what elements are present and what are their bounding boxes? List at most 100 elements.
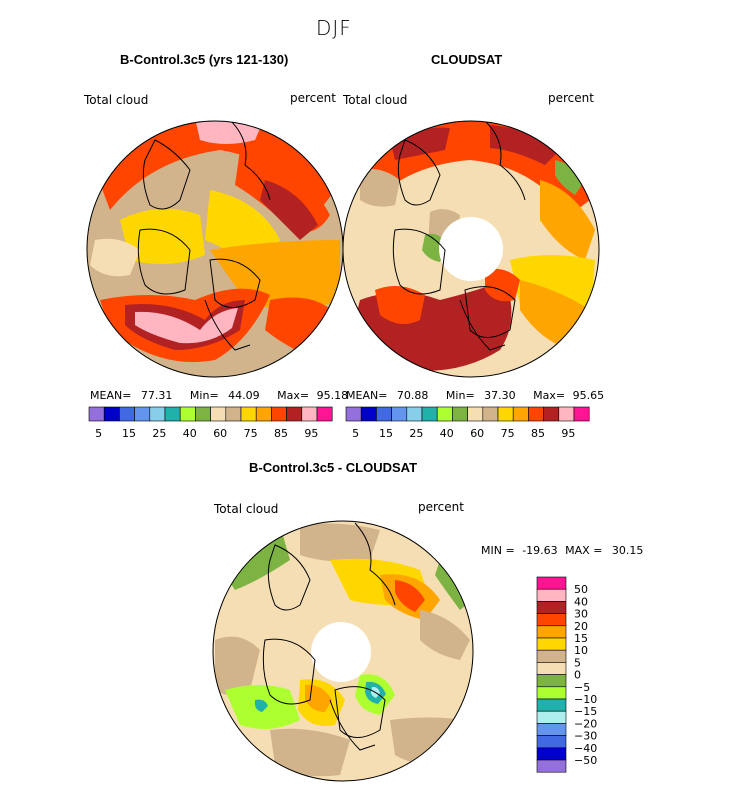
panel1-mean-value: 77.31: [140, 389, 173, 402]
panel1-min-value: 44.09: [228, 389, 260, 402]
panel3-colorbar-tick-11: −20: [574, 717, 597, 730]
panel3-colorbar-tick-7: 0: [574, 669, 581, 682]
panel3-colorbar-color-15: [536, 759, 567, 773]
panel1-colorbar-tick-7: 95: [304, 427, 318, 440]
panel2-colorbar-color-1: [360, 406, 377, 422]
panel3-colorbar-tick-9: −10: [574, 693, 597, 706]
panel2-min-value: 37.30: [484, 389, 516, 402]
diff-max-value: 30.15: [611, 544, 644, 557]
panel2-colorbar-color-11: [512, 406, 529, 422]
panel3-colorbar-color-2: [536, 601, 567, 614]
panel3-variable-label: Total cloud: [214, 502, 279, 516]
panel3-colorbar-tick-12: −30: [574, 730, 597, 743]
panel1-units-label: percent: [290, 91, 336, 105]
panel3-colorbar-color-8: [536, 674, 567, 688]
panel2-colorbar-tick-5: 75: [501, 427, 515, 440]
panel3-colorbar-color-7: [536, 662, 567, 675]
panel2-colorbar-color-6: [436, 406, 453, 422]
panel3-colorbar-color-14: [536, 747, 567, 761]
panel3-colorbar-tick-1: 40: [574, 595, 588, 608]
panel2-colorbar-tick-0: 5: [352, 427, 359, 440]
colorbars: 5 15 25 40 60 75 85 95 5 15 25 40 60 75 85 955040302015…: [88, 406, 597, 773]
panel1-colorbar-color-8: [210, 406, 227, 422]
panel1-title: B-Control.3c5 (yrs 121-130): [120, 52, 289, 67]
panel1-colorbar-color-15: [316, 406, 333, 422]
panel3-colorbar-color-9: [536, 686, 567, 700]
panel1-stats: MEAN= 77.31 Min= 44.09 Max= 95.18: [90, 389, 348, 402]
diff-min-label: MIN =: [481, 544, 515, 557]
panel1-colorbar-color-6: [179, 406, 196, 422]
panel2-colorbar-tick-1: 15: [379, 427, 393, 440]
panel1-colorbar-tick-1: 15: [122, 427, 136, 440]
panel2-min-label: Min=: [445, 389, 475, 402]
diff-stats: MIN = -19.63 MAX = 30.15: [481, 544, 643, 557]
panel1-colorbar-color-0: [88, 406, 105, 422]
panel1-colorbar-tick-0: 5: [95, 427, 102, 440]
panel2-max-label: Max=: [533, 389, 566, 402]
season-title: DJF: [316, 16, 352, 40]
panel3-colorbar-tick-3: 20: [574, 620, 588, 633]
panel1-colorbar-color-3: [134, 406, 151, 422]
panel2-colorbar-color-13: [543, 406, 560, 422]
panel2-map: [343, 121, 599, 377]
panel2-max-value: 95.65: [572, 389, 605, 402]
panel1-max-label: Max=: [277, 389, 310, 402]
panel3-colorbar-tick-8: −5: [574, 681, 590, 694]
panel2-colorbar-color-9: [482, 406, 499, 422]
panel1-colorbar-tick-4: 60: [213, 427, 227, 440]
panel3-colorbar-tick-13: −40: [574, 742, 597, 755]
panel2-stats: MEAN= 70.88 Min= 37.30 Max= 95.65: [346, 389, 604, 402]
diff-max-label: MAX =: [565, 544, 603, 557]
panel3-colorbar-tick-2: 30: [574, 608, 588, 621]
panel3-map-border: [212, 520, 474, 782]
panel2-colorbar-color-14: [558, 406, 575, 422]
panel3-colorbar-color-6: [536, 649, 567, 663]
panel1-colorbar-color-13: [286, 406, 303, 422]
panel1-colorbar-color-9: [225, 406, 242, 422]
panel1-mean-label: MEAN=: [90, 389, 132, 402]
panel1-variable-label: Total cloud: [84, 93, 149, 107]
panel2-colorbar-tick-2: 25: [409, 427, 423, 440]
panel2-mean-value: 70.88: [396, 389, 429, 402]
panel2-colorbar-tick-6: 85: [531, 427, 545, 440]
panel2-variable-label: Total cloud: [343, 93, 408, 107]
panel2-colorbar-tick-3: 40: [440, 427, 454, 440]
panel3-colorbar-color-1: [536, 588, 567, 602]
panel1-max-value: 95.18: [316, 389, 349, 402]
panel3-colorbar-tick-14: −50: [574, 754, 597, 767]
panel1-colorbar-tick-2: 25: [152, 427, 166, 440]
panel2-colorbar-color-2: [376, 406, 392, 422]
panel2-colorbar-color-10: [497, 406, 514, 422]
panel3-colorbar-color-11: [536, 710, 567, 724]
panel2-map-border: [342, 120, 600, 378]
panel1-colorbar-tick-3: 40: [183, 427, 197, 440]
panel1-colorbar-color-4: [149, 406, 166, 422]
panel2-colorbar-color-7: [452, 406, 468, 422]
panel3-colorbar-color-12: [536, 723, 567, 736]
panel1-colorbar-color-2: [119, 406, 135, 422]
panel1-colorbar-color-12: [271, 406, 287, 422]
panel1-colorbar-tick-6: 85: [274, 427, 288, 440]
panel1-min-label: Min=: [189, 389, 219, 402]
panel1-map: [87, 121, 343, 377]
panel1-colorbar-color-7: [195, 406, 211, 422]
panel2-colorbar-color-3: [391, 406, 408, 422]
panel3-colorbar-color-0: [536, 576, 567, 590]
panel2-colorbar-color-0: [345, 406, 362, 422]
diff-min-value: -19.63: [522, 544, 558, 557]
panel2-colorbar-color-5: [421, 406, 438, 422]
panel3-colorbar-tick-5: 10: [574, 644, 588, 657]
panel1-colorbar-color-10: [240, 406, 257, 422]
panel3-colorbar-tick-6: 5: [574, 656, 581, 669]
panel2-colorbar-color-15: [573, 406, 590, 422]
panel1-colorbar-color-5: [164, 406, 181, 422]
panel1-colorbar-color-11: [255, 406, 272, 422]
panel2-title: CLOUDSAT: [431, 52, 503, 67]
panel3-title: B-Control.3c5 - CLOUDSAT: [249, 460, 418, 475]
panel2-colorbar-color-4: [406, 406, 423, 422]
panel3-colorbar-color-13: [536, 735, 567, 749]
panel3-colorbar-color-4: [536, 625, 567, 639]
panel2-colorbar-tick-7: 95: [561, 427, 575, 440]
panel3-colorbar-tick-4: 15: [574, 632, 588, 645]
